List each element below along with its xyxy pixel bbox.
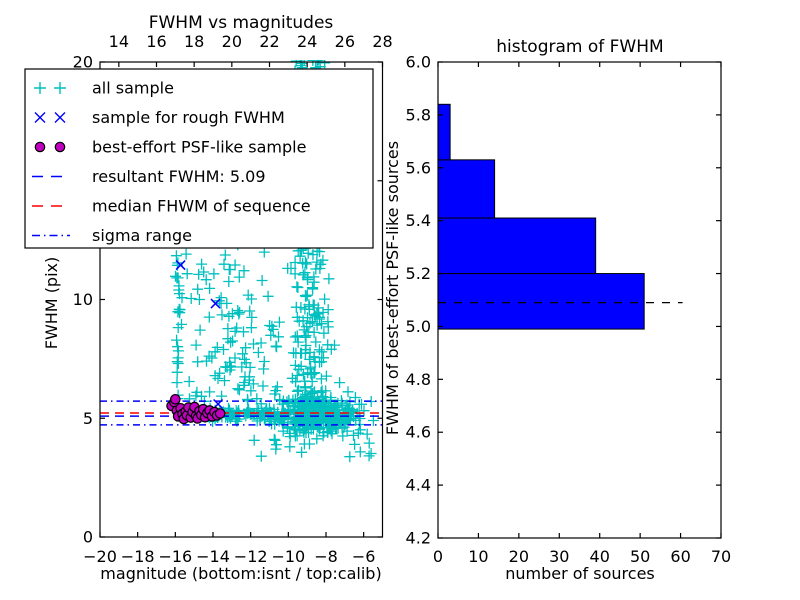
histogram-bar [437,159,496,219]
tick-label: 30 [549,547,569,566]
tick-label: 22 [259,32,279,51]
histogram-plot: 0 10 20 30 40 50 60 70 4.2 4.4 4.6 4.8 5.0 5.2 5.4 5.6 5… [406,53,732,567]
tick-label: 26 [335,32,355,51]
legend-label-sigma: sigma range [92,226,192,245]
rough-fwhm-points [175,260,224,410]
tick-label: 20 [509,547,529,566]
tick-label: 5.4 [406,211,431,230]
legend-label-median: median FHWM of sequence [92,197,311,216]
tick-label: 20 [222,32,242,51]
plot-frame [437,61,722,539]
scatter-plot: −20 −18 −16 −14 −12 −10 −8 −6 14 16 18 20 22 24 26 28 0 5… [73,32,393,566]
tick-label: 4.8 [406,370,431,389]
tick-label: 24 [297,32,317,51]
legend-label-all-sample: all sample [92,79,174,98]
tick-label: 60 [670,547,690,566]
right-plot-title: histogram of FWHM [496,37,663,57]
tick-label: 5.6 [406,158,431,177]
histogram-bar [437,273,645,330]
tick-label: −14 [196,547,230,566]
tick-label: −10 [271,547,305,566]
left-plot-title: FWHM vs magnitudes [149,13,334,33]
tick-label: 5.8 [406,105,431,124]
tick-label: 40 [590,547,610,566]
tick-label: 18 [184,32,204,51]
tick-label: 4.2 [406,529,431,548]
legend-box: all sample sample for rough FWHM best-ef… [24,68,374,249]
tick-label: −18 [121,547,155,566]
tick-label: −6 [352,547,376,566]
histogram-bar [437,103,451,161]
histogram-bar [437,217,597,275]
legend-frame [24,68,374,249]
left-plot-ylabel: FWHM (pix) [42,257,61,350]
right-plot-xlabel: number of sources [505,564,655,583]
tick-label: 10 [468,547,488,566]
legend-marker-cross-icon [34,112,66,123]
tick-label: −8 [314,547,338,566]
right-plot-ylabel: FWHM of best-effort PSF-like sources [383,141,402,435]
tick-label: 0 [83,528,93,547]
tick-label: −16 [158,547,192,566]
tick-label: 5.0 [406,317,431,336]
tick-label: 0 [433,547,443,566]
legend-label-resultant: resultant FWHM: 5.09 [92,167,266,186]
tick-label: 10 [73,290,93,309]
left-plot-xlabel: magnitude (bottom:isnt / top:calib) [100,564,381,583]
tick-label: 50 [630,547,650,566]
tick-label: 20 [73,53,93,72]
legend-marker-circle-icon [34,141,66,153]
tick-label: 14 [109,32,129,51]
tick-label: 16 [146,32,166,51]
tick-label: −20 [83,547,117,566]
tick-label: 5 [83,409,93,428]
tick-label: −12 [234,547,268,566]
tick-label: 28 [372,32,392,51]
legend-marker-plus-icon [34,82,66,94]
legend-label-psf-sample: best-effort PSF-like sample [92,138,306,157]
psf-like-point [214,408,226,419]
tick-label: 70 [711,547,731,566]
tick-label: 6.0 [406,53,431,72]
tick-label: 4.4 [406,476,431,495]
legend-label-rough-fwhm: sample for rough FWHM [92,108,285,127]
psf-like-point [170,393,181,405]
tick-label: 4.6 [406,423,431,442]
tick-label: 5.2 [406,264,431,283]
